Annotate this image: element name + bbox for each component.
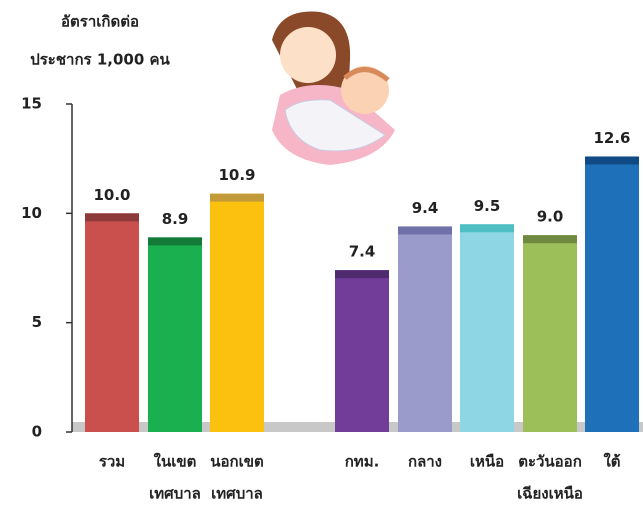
bar	[335, 270, 389, 432]
bar-cap	[398, 226, 452, 235]
x-tick-label: รวม	[99, 453, 125, 471]
value-label: 9.4	[412, 199, 439, 217]
y-tick-label: 5	[32, 313, 42, 331]
value-label: 7.4	[349, 243, 376, 261]
bar-cap	[85, 213, 139, 222]
x-tick-label: เฉียงเหนือ	[517, 485, 583, 503]
x-tick-label: กทม.	[345, 453, 380, 471]
bar	[398, 226, 452, 432]
bar-cap	[585, 156, 639, 165]
x-tick-label: นอกเขต	[210, 453, 263, 471]
bar-cap	[335, 270, 389, 279]
x-tick-label: กลาง	[408, 453, 442, 471]
value-label: 12.6	[593, 129, 630, 147]
y-axis-title: ประชากร 1,000 คน	[30, 51, 170, 69]
bar-cap	[210, 193, 264, 202]
x-tick-label: ตะวันออก	[518, 453, 582, 471]
bar	[460, 224, 514, 432]
bar	[85, 213, 139, 432]
bar	[148, 237, 202, 432]
x-tick-label: เทศบาล	[211, 485, 263, 503]
bar-cap	[460, 224, 514, 233]
bar-cap	[523, 235, 577, 244]
x-tick-label: ใต้	[603, 453, 620, 471]
y-tick-label: 0	[32, 423, 42, 441]
value-label: 10.9	[218, 166, 255, 184]
value-label: 8.9	[162, 210, 189, 228]
value-label: 10.0	[93, 186, 130, 204]
bar	[585, 156, 639, 433]
illustration	[272, 11, 395, 165]
x-tick-label: เทศบาล	[149, 485, 201, 503]
y-tick-label: 10	[21, 204, 42, 222]
x-tick-label: เหนือ	[470, 453, 504, 471]
y-axis-title: อัตราเกิดต่อ	[61, 13, 139, 31]
bar	[523, 235, 577, 432]
bar	[210, 193, 264, 432]
x-tick-label: ในเขต	[154, 453, 197, 471]
value-label: 9.0	[537, 208, 564, 226]
value-label: 9.5	[474, 197, 501, 215]
y-tick-label: 15	[21, 95, 42, 113]
bar-cap	[148, 237, 202, 246]
